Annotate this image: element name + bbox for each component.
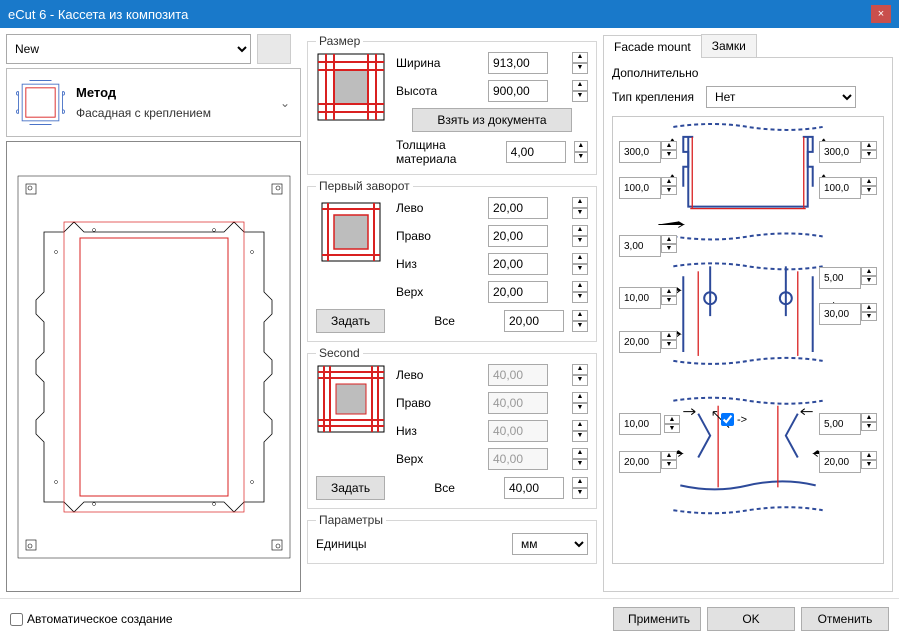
method-icon	[13, 75, 68, 130]
dim-a4[interactable]	[819, 177, 861, 199]
thickness-label: Толщина материала	[396, 138, 498, 166]
second-left-input[interactable]	[488, 364, 548, 386]
first-top-label: Верх	[396, 285, 466, 299]
preview-svg	[14, 172, 294, 562]
dim-b2[interactable]	[819, 267, 861, 289]
second-pattern-icon	[316, 364, 386, 434]
first-legend: Первый заворот	[316, 179, 413, 193]
dim-a5[interactable]	[619, 235, 661, 257]
size-pattern-icon	[316, 52, 386, 122]
method-subtitle: Фасадная с креплением	[76, 106, 272, 120]
second-set-button[interactable]: Задать	[316, 476, 385, 500]
thickness-input[interactable]	[506, 141, 566, 163]
thickness-spinner[interactable]: ▲▼	[574, 141, 588, 163]
attach-select[interactable]: Нет	[706, 86, 856, 108]
dim-b3[interactable]	[819, 303, 861, 325]
second-all-input[interactable]	[504, 477, 564, 499]
height-spinner[interactable]: ▲▼	[572, 80, 588, 102]
preview-pane	[6, 141, 301, 592]
window-title: eCut 6 - Кассета из композита	[8, 7, 188, 22]
size-section: Размер Ширина ▲▼ Высота ▲▼ Взять из док	[307, 34, 597, 175]
method-box[interactable]: Метод Фасадная с креплением ⌄	[6, 68, 301, 137]
first-bottom-input[interactable]	[488, 253, 548, 275]
second-top-label: Верх	[396, 452, 466, 466]
units-select[interactable]: мм	[512, 533, 588, 555]
dim-b4[interactable]	[619, 331, 661, 353]
ok-button[interactable]: OK	[707, 607, 795, 631]
height-label: Высота	[396, 84, 466, 98]
dim-a3[interactable]	[619, 177, 661, 199]
first-bottom-label: Низ	[396, 257, 466, 271]
second-all-label: Все	[393, 481, 496, 495]
second-legend: Second	[316, 346, 363, 360]
second-right-input[interactable]	[488, 392, 548, 414]
params-legend: Параметры	[316, 513, 386, 527]
second-top-input[interactable]	[488, 448, 548, 470]
first-fold-section: Первый заворот Лево ▲▼ Право ▲▼ Низ ▲▼	[307, 179, 597, 342]
height-input[interactable]	[488, 80, 548, 102]
middle-column: Размер Ширина ▲▼ Высота ▲▼ Взять из док	[307, 34, 597, 592]
auto-create-label[interactable]: Автоматическое создание	[10, 612, 173, 626]
footer: Автоматическое создание Применить OK Отм…	[0, 598, 899, 639]
width-input[interactable]	[488, 52, 548, 74]
arrow-label: ->	[737, 414, 747, 426]
first-right-label: Право	[396, 229, 466, 243]
second-bottom-input[interactable]	[488, 420, 548, 442]
tab-locks[interactable]: Замки	[701, 34, 757, 57]
width-spinner[interactable]: ▲▼	[572, 52, 588, 74]
method-title: Метод	[76, 85, 272, 100]
dim-a1[interactable]	[619, 141, 661, 163]
second-bottom-label: Низ	[396, 424, 466, 438]
first-left-label: Лево	[396, 201, 466, 215]
tabs: Facade mount Замки	[603, 34, 893, 58]
color-swatch[interactable]	[257, 34, 291, 64]
dim-c1[interactable]	[619, 413, 661, 435]
cancel-button[interactable]: Отменить	[801, 607, 889, 631]
units-label: Единицы	[316, 537, 396, 551]
dim-c2[interactable]	[819, 413, 861, 435]
first-all-input[interactable]	[504, 310, 564, 332]
second-right-label: Право	[396, 396, 466, 410]
content: New Метод Фасадная с креплением ⌄	[0, 28, 899, 598]
dim-c-checkbox[interactable]	[721, 413, 734, 426]
auto-create-checkbox[interactable]	[10, 613, 23, 626]
width-label: Ширина	[396, 56, 466, 70]
apply-button[interactable]: Применить	[613, 607, 701, 631]
second-left-label: Лево	[396, 368, 466, 382]
extra-heading: Дополнительно	[612, 66, 884, 80]
left-column: New Метод Фасадная с креплением ⌄	[6, 34, 301, 592]
right-column: Facade mount Замки Дополнительно Тип кре…	[603, 34, 893, 592]
first-left-input[interactable]	[488, 197, 548, 219]
dim-b1[interactable]	[619, 287, 661, 309]
tab-facade[interactable]: Facade mount	[603, 35, 702, 58]
first-pattern-icon	[316, 197, 386, 267]
diagram-area: ▲▼ ▲▼ ▲▼ ▲▼ ▲▼ ▲▼ ▲▼ ▲▼ ▲▼ ▲▼ -> ▲▼ ▲▼ ▲…	[612, 116, 884, 564]
params-section: Параметры Единицы мм	[307, 513, 597, 564]
first-top-input[interactable]	[488, 281, 548, 303]
first-right-input[interactable]	[488, 225, 548, 247]
size-legend: Размер	[316, 34, 363, 48]
preset-select[interactable]: New	[6, 34, 251, 64]
dim-c4[interactable]	[819, 451, 861, 473]
attach-label: Тип крепления	[612, 90, 694, 104]
close-icon[interactable]: ×	[871, 5, 891, 23]
first-all-label: Все	[393, 314, 496, 328]
dim-a2[interactable]	[819, 141, 861, 163]
second-fold-section: Second Лево ▲▼ Право ▲▼ Низ ▲▼ Верх	[307, 346, 597, 509]
chevron-down-icon: ⌄	[280, 96, 294, 110]
dim-c3[interactable]	[619, 451, 661, 473]
take-from-doc-button[interactable]: Взять из документа	[412, 108, 572, 132]
first-set-button[interactable]: Задать	[316, 309, 385, 333]
titlebar: eCut 6 - Кассета из композита ×	[0, 0, 899, 28]
